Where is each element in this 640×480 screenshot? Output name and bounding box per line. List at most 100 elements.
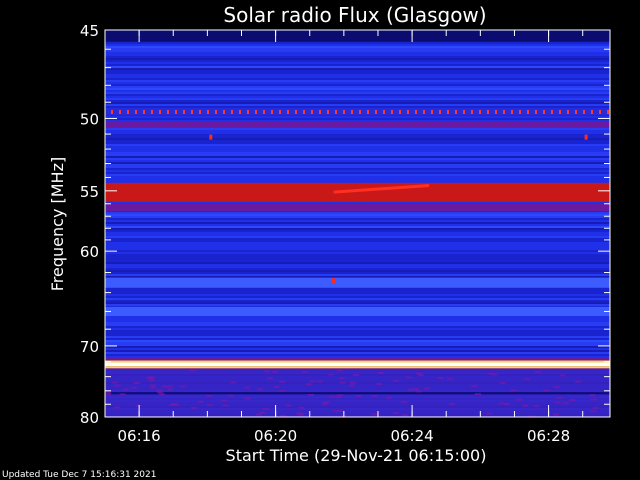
noise-speckle — [377, 371, 384, 374]
noise-row — [105, 334, 610, 336]
interference-dot — [343, 110, 345, 115]
noise-speckle — [589, 394, 596, 397]
noise-row — [105, 168, 610, 170]
noise-speckle — [157, 391, 164, 394]
interference-dot — [543, 110, 545, 115]
noise-row — [105, 58, 610, 60]
interference-dot — [399, 110, 401, 115]
noise-speckle — [279, 380, 286, 383]
noise-row — [105, 106, 610, 108]
noise-row — [105, 322, 610, 324]
interference-dot — [159, 110, 161, 115]
interference-dot — [391, 110, 393, 115]
noise-row — [105, 338, 610, 340]
interference-dot — [591, 110, 593, 115]
noise-row — [105, 158, 610, 160]
interference-dot — [431, 110, 433, 115]
noise-speckle — [244, 386, 251, 389]
noise-speckle — [349, 381, 356, 384]
noise-row — [105, 56, 610, 58]
noise-speckle — [552, 413, 559, 416]
y-tick-label: 45 — [80, 22, 99, 40]
noise-row — [105, 354, 610, 356]
noise-speckle — [437, 377, 444, 380]
noise-row — [105, 238, 610, 240]
noise-row — [105, 352, 610, 354]
chart-title: Solar radio Flux (Glasgow) — [223, 3, 486, 27]
noise-speckle — [534, 370, 541, 373]
noise-row — [105, 332, 610, 334]
noise-row — [105, 342, 610, 344]
noise-speckle — [167, 388, 174, 391]
interference-dot — [335, 110, 337, 115]
interference-dot — [231, 110, 233, 115]
noise-speckle — [171, 403, 178, 406]
noise-speckle — [105, 392, 112, 395]
x-tick-label: 06:16 — [118, 427, 161, 445]
noise-speckle — [415, 390, 422, 393]
interference-dot — [567, 110, 569, 115]
noise-speckle — [413, 388, 420, 391]
noise-speckle — [336, 369, 343, 372]
noise-speckle — [150, 386, 157, 389]
interference-dot — [495, 110, 497, 115]
interference-dot — [143, 110, 145, 115]
interference-dot — [311, 110, 313, 115]
noise-speckle — [222, 404, 229, 407]
noise-speckle — [553, 386, 560, 389]
noise-speckle — [323, 401, 330, 404]
noise-row — [105, 118, 610, 120]
noise-row — [105, 340, 610, 342]
interference-dot — [359, 110, 361, 115]
noise-row — [105, 272, 610, 274]
burst-spot — [332, 278, 336, 284]
noise-row — [105, 344, 610, 346]
noise-speckle — [301, 370, 308, 373]
noise-speckle — [371, 413, 378, 416]
interference-dot — [263, 110, 265, 115]
axes: 06:16 06:20 06:24 06:28 45 50 55 60 70 80 — [80, 22, 611, 445]
noise-row — [105, 346, 610, 348]
interference-dot — [295, 110, 297, 115]
interference-dot — [503, 110, 505, 115]
interference-dot — [135, 110, 137, 115]
noise-row — [105, 60, 610, 62]
noise-speckle — [338, 377, 345, 380]
interference-dot — [415, 110, 417, 115]
interference-dot — [247, 110, 249, 115]
noise-speckle — [280, 414, 287, 417]
interference-dot — [383, 110, 385, 115]
noise-speckle — [554, 401, 561, 404]
band-purple — [105, 203, 610, 212]
noise-speckle — [335, 396, 342, 399]
updated-timestamp: Updated Tue Dec 7 15:16:31 2021 — [2, 470, 156, 480]
noise-speckle — [510, 389, 517, 392]
noise-row — [105, 216, 610, 218]
interference-dot — [319, 110, 321, 115]
interference-dot — [447, 110, 449, 115]
noise-row — [105, 336, 610, 338]
interference-dot — [119, 110, 121, 115]
noise-row — [105, 326, 610, 328]
interference-dot — [527, 110, 529, 115]
noise-row — [105, 290, 610, 292]
noise-speckle — [392, 412, 399, 415]
interference-dot — [375, 110, 377, 115]
noise-speckle — [407, 388, 414, 391]
noise-row — [105, 212, 610, 214]
noise-speckle — [259, 411, 266, 414]
noise-speckle — [385, 396, 392, 399]
noise-row — [105, 296, 610, 298]
noise-speckle — [135, 404, 142, 407]
noise-speckle — [206, 394, 213, 397]
y-tick-label: 55 — [80, 183, 99, 201]
noise-speckle — [491, 373, 498, 376]
noise-speckle — [278, 389, 285, 392]
band-light — [105, 306, 610, 316]
noise-speckle — [562, 402, 569, 405]
noise-row — [105, 226, 610, 228]
noise-speckle — [119, 393, 126, 396]
noise-row — [105, 100, 610, 102]
interference-dot — [215, 110, 217, 115]
noise-row — [105, 300, 610, 302]
